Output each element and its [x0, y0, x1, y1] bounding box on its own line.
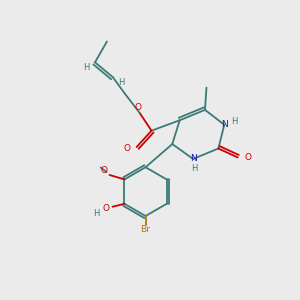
Text: O: O [135, 103, 142, 112]
Text: O: O [244, 153, 251, 162]
Text: H: H [118, 78, 124, 87]
Text: O: O [100, 166, 107, 175]
Text: N: N [190, 154, 196, 164]
Text: O: O [123, 144, 130, 153]
Text: H: H [93, 209, 99, 218]
Text: H: H [231, 117, 237, 126]
Text: H: H [83, 63, 90, 72]
Text: H: H [191, 164, 198, 173]
Text: Br: Br [141, 226, 151, 235]
Text: N: N [221, 120, 228, 129]
Text: O: O [103, 204, 110, 213]
